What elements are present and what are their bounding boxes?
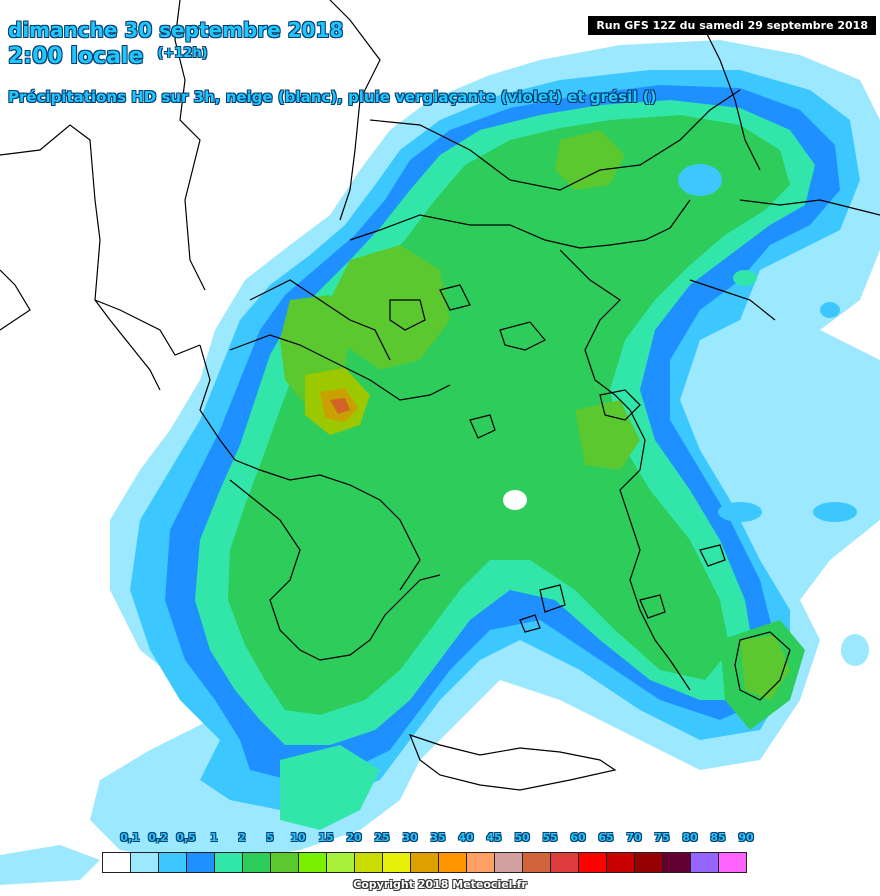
legend-label: 25 (374, 831, 390, 844)
legend-swatch (327, 853, 355, 872)
legend-swatch (635, 853, 663, 872)
legend-label: 0,5 (176, 831, 196, 844)
legend-swatch (131, 853, 159, 872)
legend-label: 0,2 (148, 831, 168, 844)
legend-swatch (467, 853, 495, 872)
legend-swatch (495, 853, 523, 872)
legend-swatch (159, 853, 187, 872)
legend-label: 0,1 (120, 831, 140, 844)
legend-label: 70 (626, 831, 642, 844)
legend-swatch (663, 853, 691, 872)
legend-swatch (523, 853, 551, 872)
legend-label: 80 (682, 831, 698, 844)
legend-swatch (243, 853, 271, 872)
legend-label: 45 (486, 831, 502, 844)
legend-label: 90 (738, 831, 754, 844)
legend-swatch (383, 853, 411, 872)
legend-label: 65 (598, 831, 614, 844)
precip-layer-30mm (330, 398, 350, 414)
legend-label: 1 (210, 831, 218, 844)
legend-label: 20 (346, 831, 362, 844)
legend-swatch (103, 853, 131, 872)
legend-label: 85 (710, 831, 726, 844)
forecast-time-label: 2:00 locale (8, 44, 144, 69)
legend-swatch (187, 853, 215, 872)
legend-label: 75 (654, 831, 670, 844)
map-subtitle: Précipitations HD sur 3h, neige (blanc),… (8, 88, 657, 106)
legend-label: 5 (266, 831, 274, 844)
forecast-date: dimanche 30 septembre 2018 (8, 18, 344, 42)
legend-swatch (719, 853, 746, 872)
legend-label: 55 (542, 831, 558, 844)
legend-labels: 0,1 0,2 0,5 1 2 5 10 15 20 25 30 35 40 45 50 55 60 65 70 75… (102, 831, 774, 845)
legend-swatch (579, 853, 607, 872)
legend-swatch (271, 853, 299, 872)
legend-label: 15 (318, 831, 334, 844)
legend-swatch (299, 853, 327, 872)
legend-label: 60 (570, 831, 586, 844)
legend-label: 30 (402, 831, 418, 844)
legend-label: 10 (290, 831, 306, 844)
legend-label: 35 (430, 831, 446, 844)
legend-swatch (355, 853, 383, 872)
legend-label: 50 (514, 831, 530, 844)
legend-label: 2 (238, 831, 246, 844)
legend-color-bar (102, 852, 747, 873)
run-info-badge: Run GFS 12Z du samedi 29 septembre 2018 (588, 16, 876, 35)
legend-swatch (607, 853, 635, 872)
copyright-text: Copyright 2018 Meteociel.fr (353, 878, 527, 891)
lead-time-label: (+12h) (157, 46, 208, 61)
legend-label: 40 (458, 831, 474, 844)
legend-swatch (411, 853, 439, 872)
legend-swatch (551, 853, 579, 872)
legend-swatch (691, 853, 719, 872)
legend-swatch (439, 853, 467, 872)
forecast-time: 2:00 locale (+12h) (8, 44, 208, 69)
precip-layer-spots (503, 164, 869, 666)
country-borders (0, 0, 880, 791)
legend-swatch (215, 853, 243, 872)
